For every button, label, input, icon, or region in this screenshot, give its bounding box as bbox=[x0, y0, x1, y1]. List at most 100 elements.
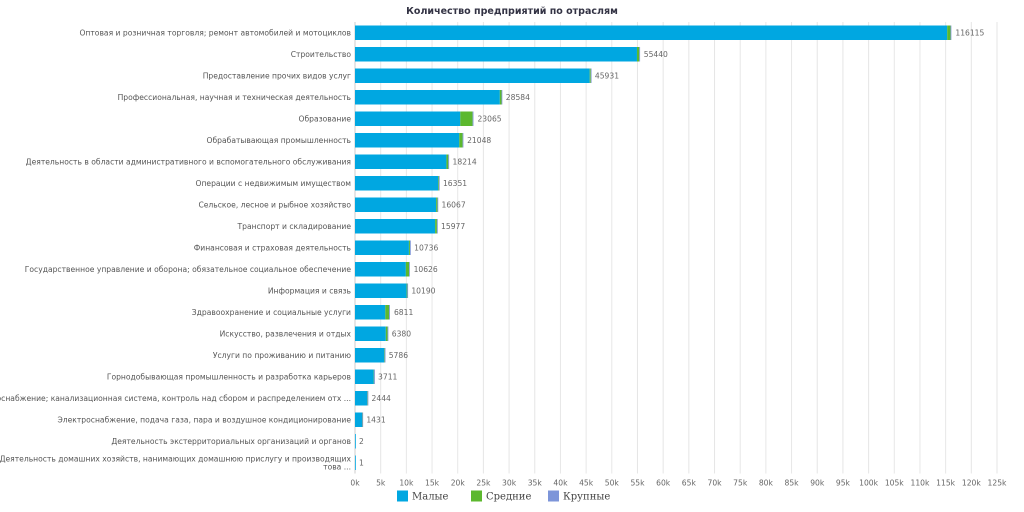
category-label: Искусство, развлечения и отдых bbox=[220, 329, 352, 338]
bar-segment-Малые[interactable] bbox=[355, 219, 436, 234]
x-tick-label: 55k bbox=[630, 479, 645, 488]
category-label: Деятельность в области административного… bbox=[26, 157, 351, 166]
legend-label[interactable]: Крупные bbox=[563, 492, 610, 503]
x-tick-label: 110k bbox=[911, 479, 930, 488]
bar-segment-Средние[interactable] bbox=[438, 176, 440, 191]
legend-swatch-Крупные[interactable] bbox=[548, 490, 559, 502]
bar-segment-Крупные[interactable] bbox=[374, 369, 375, 385]
bar-segment-Средние[interactable] bbox=[436, 197, 438, 213]
bar-segment-Крупные[interactable] bbox=[384, 348, 386, 363]
x-tick-label: 90k bbox=[810, 479, 825, 488]
grid-lines bbox=[354, 22, 998, 474]
bar-segment-Малые[interactable] bbox=[355, 369, 374, 385]
bar-segment-Малые[interactable] bbox=[355, 391, 368, 406]
bar-segment-Малые[interactable] bbox=[355, 305, 386, 320]
value-label: 15977 bbox=[441, 222, 465, 231]
category-label: Образование bbox=[298, 114, 351, 123]
bar-segment-Средние[interactable] bbox=[406, 283, 408, 299]
x-tick-label: 60k bbox=[656, 479, 671, 488]
value-label: 2 bbox=[359, 437, 364, 446]
bar-segment-Малые[interactable] bbox=[355, 348, 385, 363]
category-label: Профессиональная, научная и техническая … bbox=[118, 93, 352, 102]
bar-segment-Средние[interactable] bbox=[384, 348, 386, 363]
category-label: Электроснабжение, подача газа, пара и во… bbox=[57, 415, 351, 424]
legend-label[interactable]: Средние bbox=[486, 492, 531, 503]
value-label: 16067 bbox=[442, 200, 466, 209]
bar-segment-Крупные[interactable] bbox=[436, 219, 438, 234]
bar-segment-Средние[interactable] bbox=[435, 219, 437, 234]
value-label: 6811 bbox=[394, 308, 413, 317]
bar-segment-Малые[interactable] bbox=[355, 176, 439, 191]
bar-segment-Малые[interactable] bbox=[355, 68, 590, 84]
x-tick-label: 75k bbox=[733, 479, 748, 488]
bar-segment-Малые[interactable] bbox=[355, 283, 407, 299]
category-label: Обрабатывающая промышленность bbox=[207, 136, 352, 145]
x-tick-label: 95k bbox=[836, 479, 851, 488]
x-tick-label: 0k bbox=[350, 479, 360, 488]
value-label: 3711 bbox=[378, 372, 397, 381]
x-axis-ticks: 0k 5k 10k 15k 20k 25k 30k 35k 40k 45k 50k 55k 60k 65k… bbox=[350, 479, 1007, 488]
bar-segment-Крупные[interactable] bbox=[367, 391, 369, 406]
bar-segment-Средние[interactable] bbox=[408, 240, 410, 256]
bar-segment-Средние[interactable] bbox=[460, 111, 473, 127]
bar-segment-Крупные[interactable] bbox=[950, 25, 952, 41]
x-tick-label: 125k bbox=[988, 479, 1007, 488]
bar-segment-Малые[interactable] bbox=[355, 262, 406, 277]
bar-segment-Средние[interactable] bbox=[446, 154, 449, 170]
value-label: 1 bbox=[359, 458, 364, 467]
bar-segment-Средние[interactable] bbox=[385, 326, 388, 342]
bar-segment-Крупные[interactable] bbox=[448, 154, 450, 170]
x-tick-label: 15k bbox=[425, 479, 440, 488]
legend-label[interactable]: Малые bbox=[412, 492, 449, 503]
bar-segment-Средние[interactable] bbox=[636, 47, 640, 62]
legend[interactable]: Малые Средние Крупные bbox=[397, 490, 610, 503]
x-tick-label: 80k bbox=[759, 479, 774, 488]
legend-swatch-Средние[interactable] bbox=[471, 490, 482, 502]
bar-segment-Крупные[interactable] bbox=[590, 68, 592, 84]
bar-segment-Крупные[interactable] bbox=[501, 90, 503, 105]
value-label: 5786 bbox=[389, 351, 408, 360]
x-tick-label: 100k bbox=[859, 479, 878, 488]
legend-swatch-Малые[interactable] bbox=[397, 490, 408, 502]
bar-segment-Малые[interactable] bbox=[355, 326, 386, 342]
bar-segment-Крупные[interactable] bbox=[407, 283, 409, 299]
bar-segment-Малые[interactable] bbox=[355, 412, 363, 428]
value-label: 28584 bbox=[506, 93, 530, 102]
bar-segment-Малые[interactable] bbox=[355, 197, 437, 213]
bar-segment-Средние[interactable] bbox=[589, 68, 591, 84]
bar-segment-Малые[interactable] bbox=[355, 455, 356, 471]
bar-segment-Крупные[interactable] bbox=[437, 197, 439, 213]
bar-segment-Малые[interactable] bbox=[355, 25, 948, 41]
x-tick-label: 30k bbox=[502, 479, 517, 488]
bar-segment-Малые[interactable] bbox=[355, 111, 461, 127]
x-tick-label: 35k bbox=[528, 479, 543, 488]
bar-segment-Крупные[interactable] bbox=[389, 305, 390, 320]
bar-segment-Крупные[interactable] bbox=[362, 412, 364, 428]
bar-segment-Средние[interactable] bbox=[405, 262, 410, 277]
value-label: 116115 bbox=[955, 28, 984, 37]
bar-segment-Средние[interactable] bbox=[499, 90, 502, 105]
x-tick-label: 50k bbox=[605, 479, 620, 488]
bar-segment-Крупные[interactable] bbox=[438, 176, 440, 191]
bar-segment-Малые[interactable] bbox=[355, 90, 500, 105]
category-label: Финансовая и страховая деятельность bbox=[194, 243, 352, 252]
x-tick-label: 65k bbox=[682, 479, 697, 488]
bar-segment-Средние[interactable] bbox=[947, 25, 951, 41]
value-label: 45931 bbox=[595, 71, 619, 80]
bar-segment-Крупные[interactable] bbox=[462, 133, 464, 148]
x-tick-label: 115k bbox=[936, 479, 955, 488]
bar-segment-Средние[interactable] bbox=[385, 305, 390, 320]
bar-segment-Малые[interactable] bbox=[355, 434, 356, 449]
x-tick-label: 45k bbox=[579, 479, 594, 488]
bar-segment-Крупные[interactable] bbox=[639, 47, 641, 62]
bar-segment-Средние[interactable] bbox=[459, 133, 463, 148]
bar-segment-Крупные[interactable] bbox=[409, 240, 411, 256]
bar-segment-Крупные[interactable] bbox=[472, 111, 474, 127]
bar-segment-Крупные[interactable] bbox=[387, 326, 389, 342]
bar-segment-Малые[interactable] bbox=[355, 240, 409, 256]
x-tick-label: 85k bbox=[785, 479, 800, 488]
bar-segment-Крупные[interactable] bbox=[409, 262, 410, 277]
bar-segment-Малые[interactable] bbox=[355, 154, 447, 170]
bar-segment-Малые[interactable] bbox=[355, 47, 637, 62]
bar-segment-Малые[interactable] bbox=[355, 133, 460, 148]
